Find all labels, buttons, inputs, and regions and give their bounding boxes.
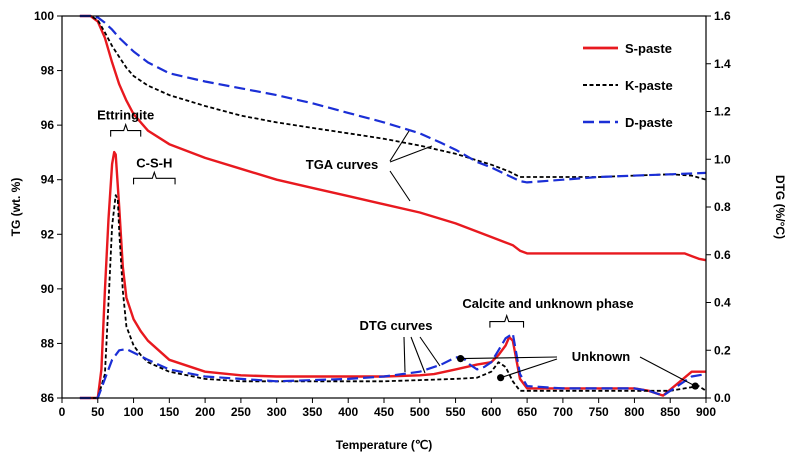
annotation-line <box>460 356 558 360</box>
y-right-tick-label: 0.4 <box>714 296 731 310</box>
x-tick-label: 50 <box>91 405 105 419</box>
y-left-tick-label: 92 <box>41 227 55 241</box>
y-right-tick-label: 1.0 <box>714 152 731 166</box>
y-left-tick-label: 90 <box>41 282 55 296</box>
y-right-tick-label: 1.2 <box>714 105 731 119</box>
dtg-curves-label: DTG curves <box>360 318 433 333</box>
calcite-label: Calcite and unknown phase <box>462 296 633 311</box>
annotation-line <box>639 356 696 387</box>
series-line-d-paste <box>79 14 707 184</box>
x-tick-label: 600 <box>481 405 501 419</box>
ettringite-label: Ettringite <box>97 108 154 123</box>
y-axis-left-title: TG (wt. %) <box>9 178 23 237</box>
annotation-line <box>500 358 558 379</box>
x-tick-label: 200 <box>195 405 215 419</box>
unknown-point <box>691 382 699 390</box>
series-line-k-paste-dtg <box>79 194 707 399</box>
annotation-line <box>389 145 433 163</box>
series-line-k-paste <box>79 15 707 181</box>
calcite-bracket <box>489 313 525 328</box>
x-tick-label: 700 <box>553 405 573 419</box>
series-line-s-paste-dtg <box>79 150 706 400</box>
y-left-tick-label: 96 <box>41 118 55 132</box>
x-tick-label: 550 <box>446 405 466 419</box>
x-tick-label: 300 <box>267 405 287 419</box>
x-tick-label: 500 <box>410 405 430 419</box>
legend-label: S-paste <box>625 41 672 56</box>
y-right-tick-label: 0.6 <box>714 248 731 262</box>
unknown-label: Unknown <box>572 349 631 364</box>
y-axis-right-title: DTG (%/°C) <box>773 175 787 239</box>
x-tick-label: 350 <box>302 405 322 419</box>
y-left-tick-label: 94 <box>41 173 55 187</box>
annotation-line <box>419 336 441 367</box>
x-tick-label: 650 <box>517 405 537 419</box>
y-right-tick-label: 0.8 <box>714 200 731 214</box>
csh-label: C-S-H <box>136 155 172 170</box>
legend-label: D-paste <box>625 115 673 130</box>
annotation-line <box>389 130 410 162</box>
y-left-tick-label: 86 <box>41 391 55 405</box>
y-right-tick-label: 0.2 <box>714 343 731 357</box>
plot-area <box>62 16 706 398</box>
y-right-tick-label: 1.6 <box>714 9 731 23</box>
x-tick-label: 150 <box>159 405 179 419</box>
y-left-tick-label: 88 <box>41 336 55 350</box>
series-line-s-paste <box>79 14 707 262</box>
ettringite-bracket <box>110 122 142 137</box>
annotation-line <box>403 336 406 373</box>
x-tick-label: 850 <box>660 405 680 419</box>
x-tick-label: 900 <box>696 405 716 419</box>
tga-curves-label: TGA curves <box>306 157 379 172</box>
x-tick-label: 400 <box>338 405 358 419</box>
annotation-line <box>389 170 411 202</box>
x-tick-label: 750 <box>589 405 609 419</box>
x-tick-label: 100 <box>124 405 144 419</box>
y-left-tick-label: 98 <box>41 64 55 78</box>
x-tick-label: 450 <box>374 405 394 419</box>
legend-label: K-paste <box>625 78 673 93</box>
y-left-tick-label: 100 <box>34 9 54 23</box>
x-tick-label: 0 <box>59 405 66 419</box>
y-right-tick-label: 0.0 <box>714 391 731 405</box>
axes-layer: 0 50 100 150 200 250 300 350 400 450 500 550 600 650 7… <box>34 9 731 419</box>
series-layer <box>79 14 707 400</box>
x-tick-label: 250 <box>231 405 251 419</box>
x-tick-label: 800 <box>624 405 644 419</box>
y-right-tick-label: 1.4 <box>714 57 731 71</box>
x-axis-title: Temperature (℃) <box>336 438 433 452</box>
legend: S-paste K-paste D-paste <box>583 41 673 130</box>
csh-bracket <box>133 170 176 185</box>
annotation-layer: Ettringite C-S-H TGA curves DTG curves Calci… <box>97 108 699 390</box>
annotation-line <box>410 336 426 374</box>
